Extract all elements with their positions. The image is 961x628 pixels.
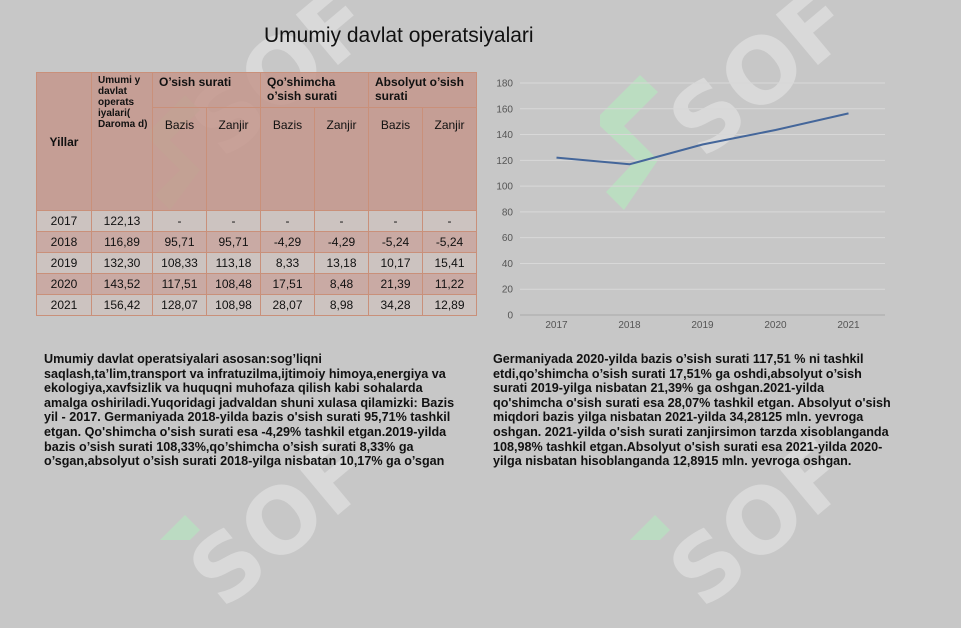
y-tick-label: 140 xyxy=(496,130,513,141)
x-tick-label: 2019 xyxy=(691,320,714,331)
value-cell: 132,30 xyxy=(91,252,153,274)
value-cell: 34,28 xyxy=(368,294,423,316)
y-tick-label: 80 xyxy=(502,207,514,218)
header-sub: Zanjir xyxy=(314,107,369,211)
value-cell: 21,39 xyxy=(368,273,423,295)
value-cell: 143,52 xyxy=(91,273,153,295)
watermark-leaf-icon xyxy=(630,515,670,540)
table-body: 2017 122,13- - - - - -2018 116,89 95,71 95,71 -4,2… xyxy=(36,210,477,316)
watermark-leaf-icon xyxy=(160,515,200,540)
value-cell: - xyxy=(206,210,261,232)
header-sub: Zanjir xyxy=(206,107,261,211)
table-row: 2020 143,52 117,51 108,48 17,51 8,48 21,39 11,2… xyxy=(36,273,477,295)
y-tick-label: 60 xyxy=(502,233,514,244)
value-cell: - xyxy=(422,210,477,232)
x-tick-label: 2017 xyxy=(545,320,568,331)
value-cell: -4,29 xyxy=(314,231,369,253)
series-line xyxy=(556,112,849,166)
value-cell: 8,33 xyxy=(260,252,315,274)
slide-title: Umumiy davlat operatsiyalari xyxy=(264,24,534,47)
value-cell: 128,07 xyxy=(152,294,207,316)
header-group-growth: O’sish surati xyxy=(152,72,261,108)
value-cell: - xyxy=(260,210,315,232)
value-cell: - xyxy=(368,210,423,232)
y-tick-label: 0 xyxy=(507,311,513,322)
header-group-absolute: Absolyut o’sish surati xyxy=(368,72,477,108)
value-cell: 95,71 xyxy=(152,231,207,253)
value-cell: 122,13 xyxy=(91,210,153,232)
value-cell: 17,51 xyxy=(260,273,315,295)
value-cell: 116,89 xyxy=(91,231,153,253)
year-cell: 2020 xyxy=(36,273,92,295)
table-row: 2017 122,13- - - - - - xyxy=(36,210,477,232)
value-cell: -5,24 xyxy=(368,231,423,253)
value-cell: - xyxy=(314,210,369,232)
value-cell: 108,98 xyxy=(206,294,261,316)
header-main-value: Umumi y davlat operats iyalari( Daroma d… xyxy=(91,72,153,211)
y-tick-label: 180 xyxy=(496,79,513,90)
value-cell: - xyxy=(152,210,207,232)
value-cell: 12,89 xyxy=(422,294,477,316)
value-cell: 28,07 xyxy=(260,294,315,316)
value-cell: 95,71 xyxy=(206,231,261,253)
x-tick-label: 2020 xyxy=(764,320,787,331)
value-cell: 117,51 xyxy=(152,273,207,295)
line-chart: 0 20 40 60 80 100 120 140 160 180 2017 2018 2019 2020… xyxy=(496,79,885,331)
value-cell: 8,48 xyxy=(314,273,369,295)
value-cell: 11,22 xyxy=(422,273,477,295)
y-tick-label: 120 xyxy=(496,156,513,167)
value-cell: 8,98 xyxy=(314,294,369,316)
year-cell: 2018 xyxy=(36,231,92,253)
header-sub: Zanjir xyxy=(422,107,477,211)
header-sub: Bazis xyxy=(368,107,423,211)
x-tick-label: 2021 xyxy=(837,320,860,331)
header-year: Yillar xyxy=(36,72,92,211)
y-tick-label: 20 xyxy=(502,285,514,296)
value-cell: 13,18 xyxy=(314,252,369,274)
summary-paragraph-left: Umumiy davlat operatsiyalari asosan:sog’… xyxy=(44,352,455,469)
table-row: 2021 156,42 128,07 108,98 28,07 8,98 34,28 12,8… xyxy=(36,294,477,316)
value-cell: 10,17 xyxy=(368,252,423,274)
header-group-additional: Qo’shimcha o’sish surati xyxy=(260,72,369,108)
value-cell: 15,41 xyxy=(422,252,477,274)
growth-rates-table: Yillar Umumi y davlat operats iyalari( D… xyxy=(36,72,477,316)
y-tick-label: 40 xyxy=(502,259,514,270)
value-cell: 108,33 xyxy=(152,252,207,274)
x-tick-label: 2018 xyxy=(618,320,641,331)
value-cell: 156,42 xyxy=(91,294,153,316)
value-cell: -4,29 xyxy=(260,231,315,253)
table-row: 2018 116,89 95,71 95,71 -4,29 -4,29 -5,24 -5,24 xyxy=(36,231,477,253)
year-cell: 2021 xyxy=(36,294,92,316)
header-sub: Bazis xyxy=(152,107,207,211)
summary-paragraph-right: Germaniyada 2020-yilda bazis o’sish sura… xyxy=(493,352,891,469)
table-row: 2019 132,30 108,33 113,18 8,33 13,18 10,17 15,4… xyxy=(36,252,477,274)
header-sub: Bazis xyxy=(260,107,315,211)
year-cell: 2019 xyxy=(36,252,92,274)
y-tick-label: 100 xyxy=(496,182,513,193)
value-cell: -5,24 xyxy=(422,231,477,253)
value-cell: 113,18 xyxy=(206,252,261,274)
value-cell: 108,48 xyxy=(206,273,261,295)
year-cell: 2017 xyxy=(36,210,92,232)
y-tick-label: 160 xyxy=(496,104,513,115)
